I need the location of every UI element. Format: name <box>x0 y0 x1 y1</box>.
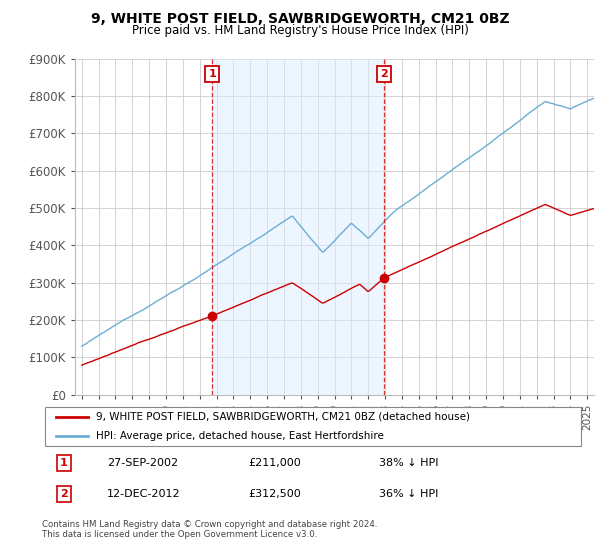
Text: 38% ↓ HPI: 38% ↓ HPI <box>379 458 438 468</box>
Text: £312,500: £312,500 <box>248 489 301 500</box>
FancyBboxPatch shape <box>45 407 581 446</box>
Text: HPI: Average price, detached house, East Hertfordshire: HPI: Average price, detached house, East… <box>97 431 384 441</box>
Text: 9, WHITE POST FIELD, SAWBRIDGEWORTH, CM21 0BZ: 9, WHITE POST FIELD, SAWBRIDGEWORTH, CM2… <box>91 12 509 26</box>
Text: 36% ↓ HPI: 36% ↓ HPI <box>379 489 438 500</box>
Text: 2: 2 <box>60 489 68 500</box>
Text: £211,000: £211,000 <box>248 458 301 468</box>
Text: 1: 1 <box>60 458 68 468</box>
Text: 27-SEP-2002: 27-SEP-2002 <box>107 458 178 468</box>
Text: Contains HM Land Registry data © Crown copyright and database right 2024.
This d: Contains HM Land Registry data © Crown c… <box>42 520 377 539</box>
Text: Price paid vs. HM Land Registry's House Price Index (HPI): Price paid vs. HM Land Registry's House … <box>131 24 469 36</box>
Text: 9, WHITE POST FIELD, SAWBRIDGEWORTH, CM21 0BZ (detached house): 9, WHITE POST FIELD, SAWBRIDGEWORTH, CM2… <box>97 412 470 422</box>
Text: 2: 2 <box>380 69 388 79</box>
Text: 12-DEC-2012: 12-DEC-2012 <box>107 489 181 500</box>
Text: 1: 1 <box>208 69 216 79</box>
Bar <box>212 59 384 395</box>
